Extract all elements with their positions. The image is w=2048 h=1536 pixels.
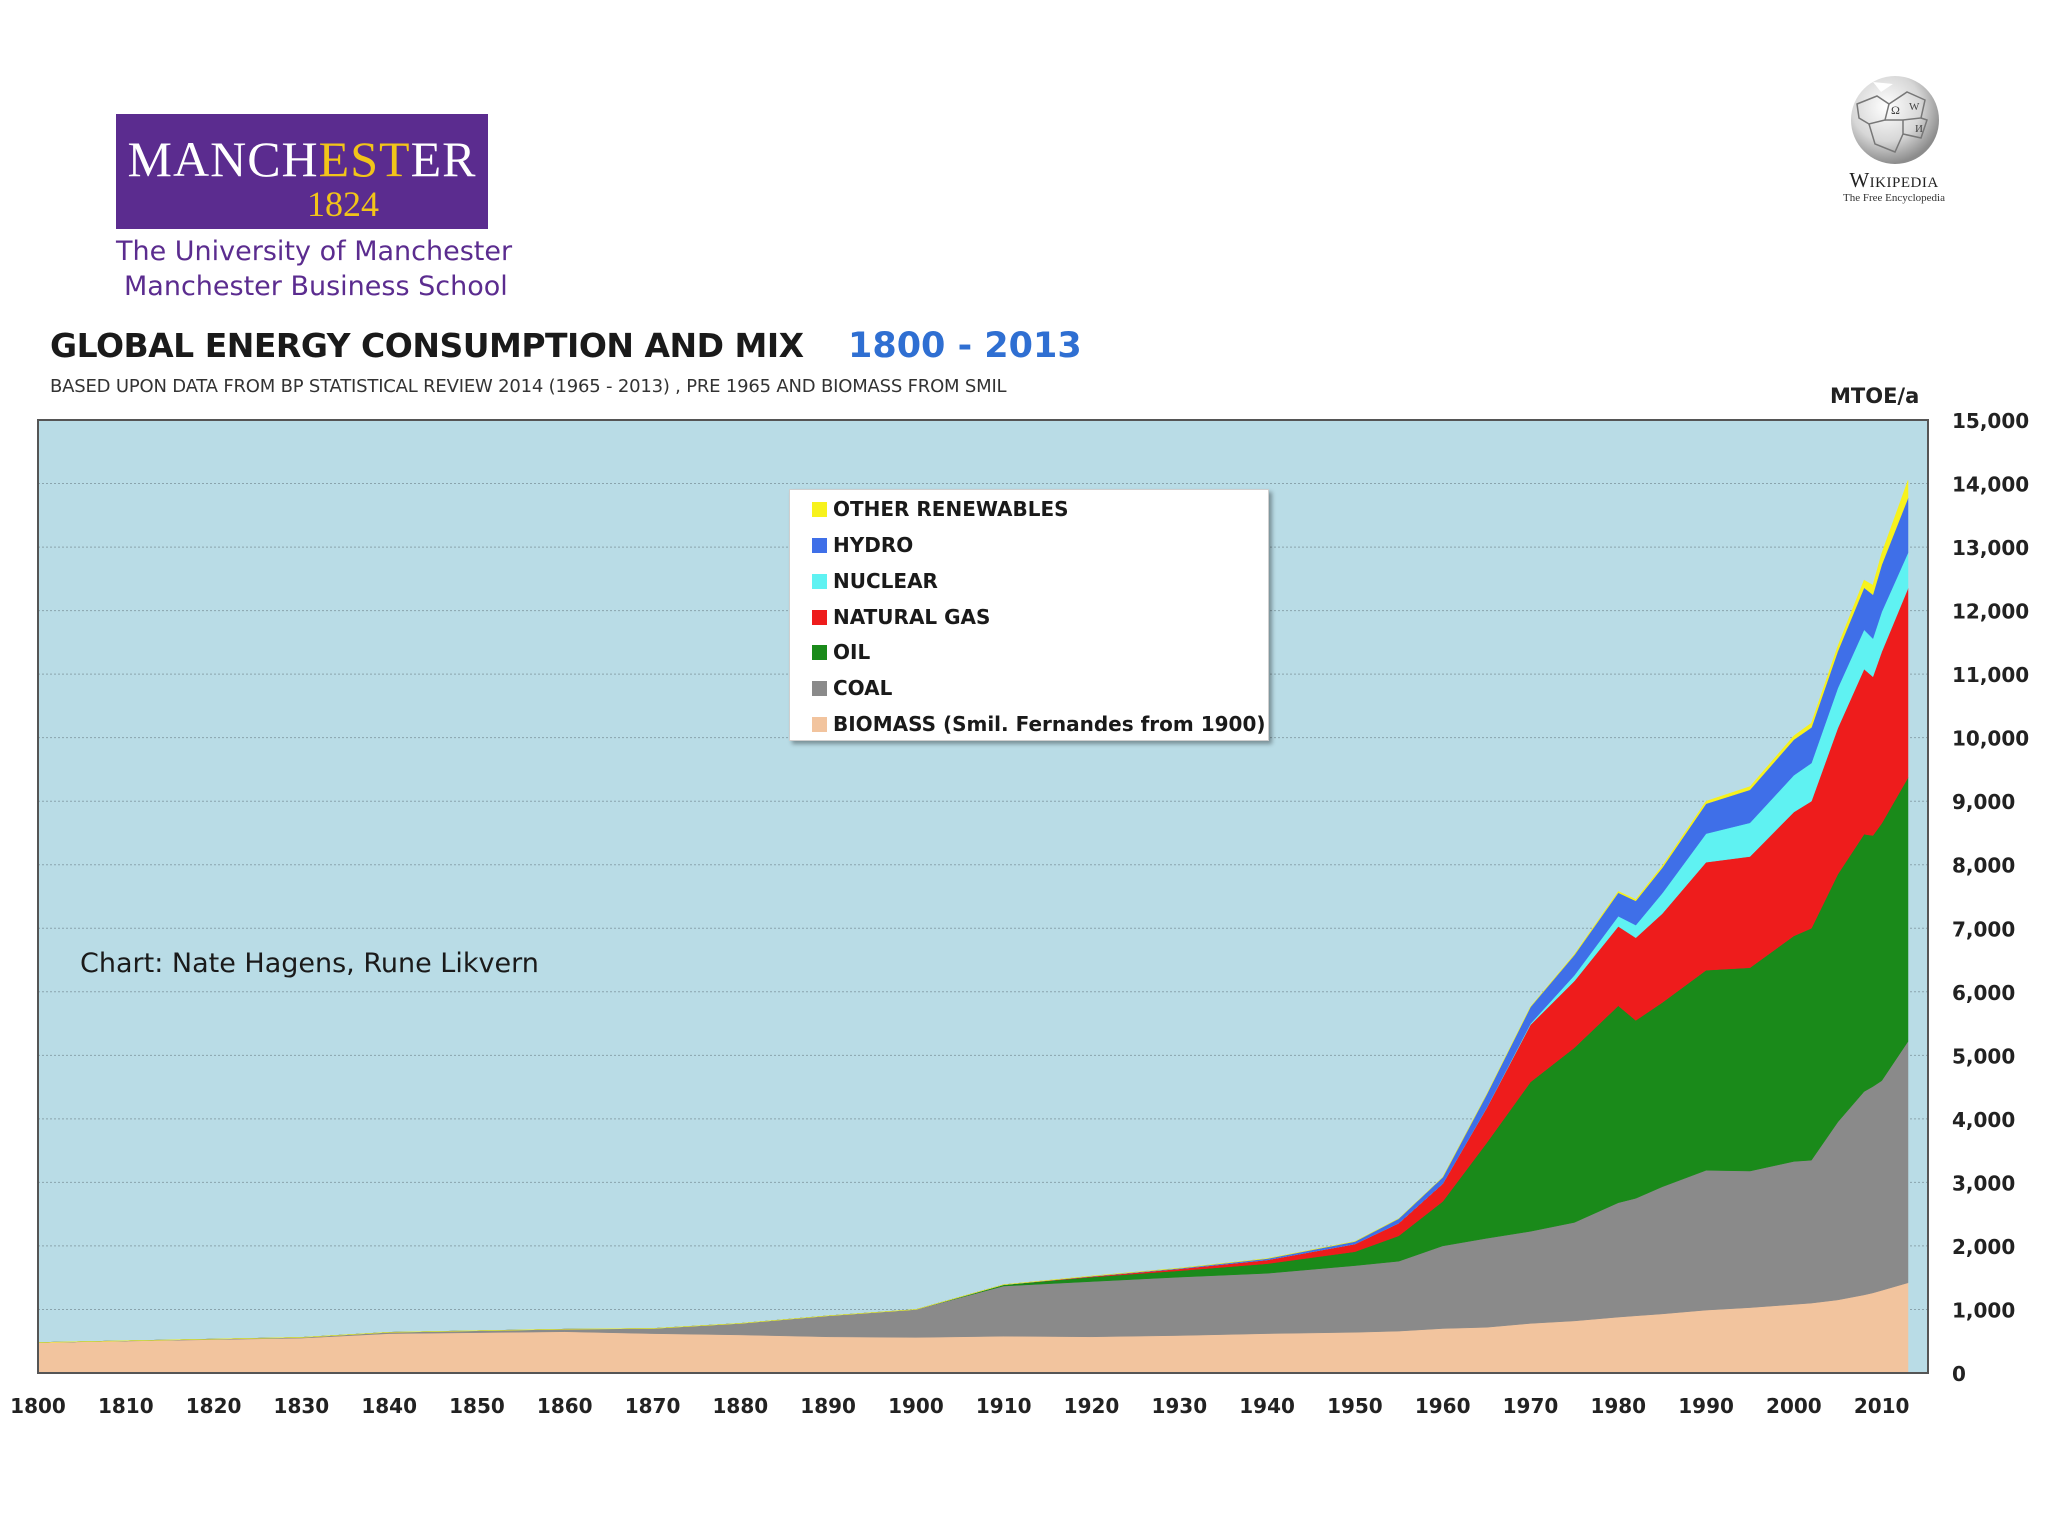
x-tick-label: 1820 <box>186 1394 242 1418</box>
x-tick-label: 1880 <box>713 1394 769 1418</box>
x-tick-label: 2010 <box>1854 1394 1910 1418</box>
legend-swatch <box>812 573 827 589</box>
legend-swatch <box>812 680 827 696</box>
svg-text:И: И <box>1915 123 1923 135</box>
legend-item-coal: COAL <box>812 673 892 703</box>
y-tick-label: 3,000 <box>1952 1171 2015 1195</box>
legend-label: NUCLEAR <box>833 569 938 593</box>
svg-text:Ω: Ω <box>1891 103 1900 117</box>
x-tick-label: 1890 <box>800 1394 856 1418</box>
legend-item-nuclear: NUCLEAR <box>812 566 938 596</box>
university-name: The University of Manchester <box>116 236 513 267</box>
chart-credit-annotation: Chart: Nate Hagens, Rune Likvern <box>80 948 539 979</box>
x-tick-label: 1970 <box>1503 1394 1559 1418</box>
legend-item-natural-gas: NATURAL GAS <box>812 602 990 632</box>
legend-swatch <box>812 501 827 517</box>
chart-title-years: 1800 - 2013 <box>848 326 1082 366</box>
legend-label: OTHER RENEWABLES <box>833 497 1069 521</box>
x-tick-label: 1960 <box>1415 1394 1471 1418</box>
x-tick-label: 1830 <box>274 1394 330 1418</box>
wikipedia-tagline: The Free Encyclopedia <box>1842 192 1945 204</box>
x-tick-label: 1850 <box>449 1394 505 1418</box>
legend-label: OIL <box>833 640 871 664</box>
legend-swatch <box>812 716 827 732</box>
x-tick-label: 1810 <box>98 1394 154 1418</box>
x-tick-label: 1840 <box>361 1394 417 1418</box>
x-tick-label: 1800 <box>10 1394 66 1418</box>
x-tick-label: 1940 <box>1239 1394 1295 1418</box>
legend-label: HYDRO <box>833 533 914 557</box>
plot-frame <box>37 419 1929 1374</box>
legend-swatch <box>812 609 827 625</box>
x-tick-label: 1930 <box>1151 1394 1207 1418</box>
legend-item-hydro: HYDRO <box>812 530 913 560</box>
x-tick-label: 1920 <box>1064 1394 1120 1418</box>
y-axis-ticks: 0 1,000 2,000 3,000 4,000 5,000 6,000 7,000 8,00… <box>1952 409 2029 1386</box>
chart-subtitle: BASED UPON DATA FROM BP STATISTICAL REVI… <box>50 376 1007 397</box>
legend-item-biomass: BIOMASS (Smil. Fernandes from 1900) <box>812 709 1266 739</box>
x-tick-label: 1870 <box>625 1394 681 1418</box>
y-tick-label: 0 <box>1952 1362 1966 1386</box>
legend-item-oil: OIL <box>812 637 870 667</box>
x-tick-label: 1980 <box>1590 1394 1646 1418</box>
y-tick-label: 14,000 <box>1952 473 2029 497</box>
chart-legend: OTHER RENEWABLES HYDRO NUCLEAR NATURAL G… <box>789 489 1269 741</box>
manchester-year: 1824 <box>307 184 379 224</box>
chart-title: GLOBAL ENERGY CONSUMPTION AND MIX <box>50 326 804 365</box>
wikipedia-globe-icon: Ω W И <box>1851 76 1939 164</box>
legend-label: BIOMASS (Smil. Fernandes from 1900) <box>833 712 1266 736</box>
wikipedia-name: Wikipedia <box>1849 168 1939 192</box>
y-tick-label: 9,000 <box>1952 790 2015 814</box>
svg-text:W: W <box>1909 101 1920 113</box>
y-tick-label: 15,000 <box>1952 409 2029 433</box>
y-tick-label: 10,000 <box>1952 727 2029 751</box>
y-tick-label: 12,000 <box>1952 600 2029 624</box>
manchester-logo: MANCHESTER 1824 <box>116 114 488 229</box>
x-tick-label: 1910 <box>976 1394 1032 1418</box>
legend-label: NATURAL GAS <box>833 605 991 629</box>
x-tick-label: 1900 <box>888 1394 944 1418</box>
y-tick-label: 6,000 <box>1952 981 2015 1005</box>
y-tick-label: 7,000 <box>1952 917 2015 941</box>
y-tick-label: 5,000 <box>1952 1044 2015 1068</box>
x-axis-ticks: 1800 1810 1820 1830 1840 1850 1860 1870 1880 1890… <box>10 1394 1909 1418</box>
x-tick-label: 1950 <box>1327 1394 1383 1418</box>
y-tick-label: 4,000 <box>1952 1108 2015 1132</box>
y-tick-label: 13,000 <box>1952 536 2029 560</box>
x-tick-label: 1860 <box>537 1394 593 1418</box>
y-tick-label: 8,000 <box>1952 854 2015 878</box>
legend-swatch <box>812 644 827 660</box>
area-series-group <box>37 480 1909 1374</box>
manchester-wordmark: MANCHESTER <box>127 131 477 187</box>
x-tick-label: 2000 <box>1766 1394 1822 1418</box>
x-tick-label: 1990 <box>1678 1394 1734 1418</box>
y-tick-label: 2,000 <box>1952 1235 2015 1259</box>
legend-item-other-renewables: OTHER RENEWABLES <box>812 494 1069 524</box>
legend-swatch <box>812 537 827 553</box>
y-axis-unit-label: MTOE/a <box>1830 384 1920 408</box>
business-school-name: Manchester Business School <box>124 271 508 302</box>
y-tick-label: 11,000 <box>1952 663 2029 687</box>
area-series-other <box>37 480 1909 1343</box>
y-tick-label: 1,000 <box>1952 1298 2015 1322</box>
legend-label: COAL <box>833 676 893 700</box>
